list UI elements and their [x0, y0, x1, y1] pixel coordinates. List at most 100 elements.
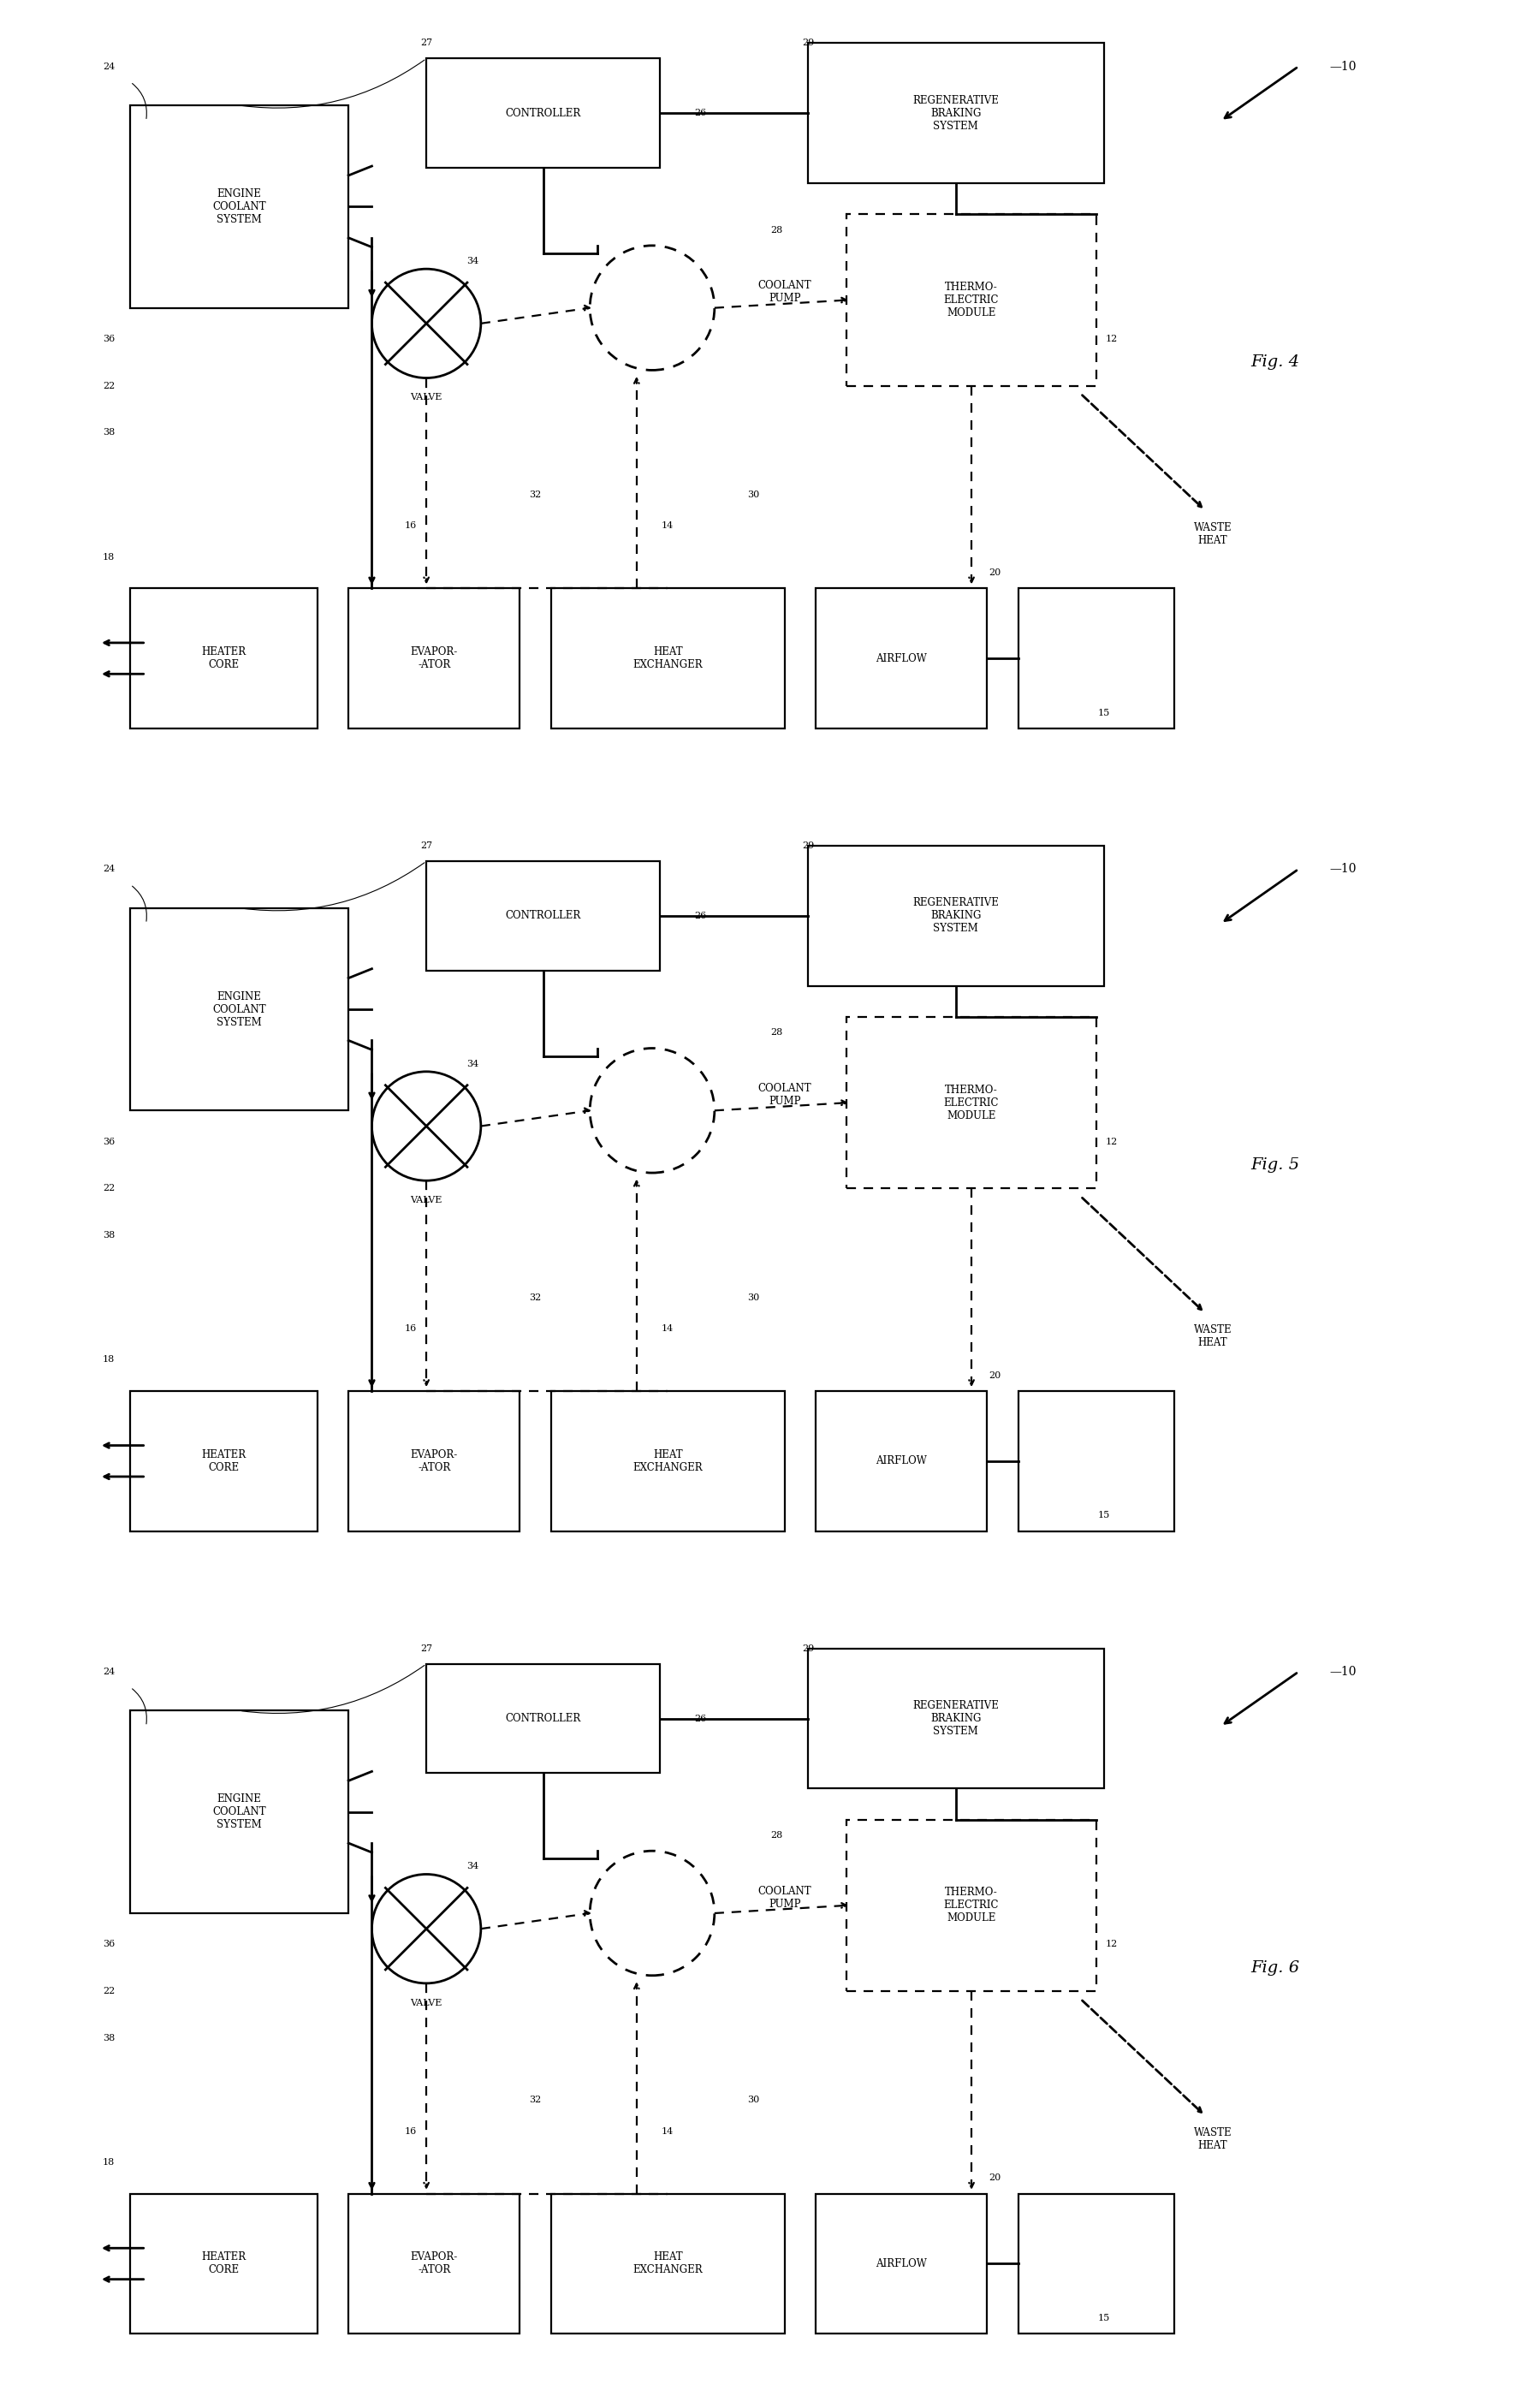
- Text: VALVE: VALVE: [411, 1197, 443, 1204]
- Text: 18: 18: [103, 2158, 115, 2167]
- Bar: [807, 1649, 1104, 1789]
- Bar: [131, 588, 317, 730]
- Text: COOLANT
PUMP: COOLANT PUMP: [758, 1885, 812, 1910]
- Text: COOLANT
PUMP: COOLANT PUMP: [758, 1084, 812, 1108]
- Text: —10: —10: [1330, 60, 1357, 72]
- Bar: [815, 588, 987, 730]
- Text: 30: 30: [747, 491, 760, 498]
- Text: HEATER
CORE: HEATER CORE: [201, 645, 246, 669]
- Text: AIRFLOW: AIRFLOW: [875, 1454, 927, 1466]
- Text: HEAT
EXCHANGER: HEAT EXCHANGER: [632, 2251, 703, 2276]
- Text: WASTE
HEAT: WASTE HEAT: [1193, 523, 1232, 547]
- Text: 32: 32: [529, 1293, 541, 1303]
- Bar: [847, 214, 1097, 385]
- Text: 38: 38: [103, 2032, 115, 2042]
- Text: 27: 27: [420, 39, 432, 48]
- Bar: [426, 58, 660, 169]
- Text: 14: 14: [661, 2126, 674, 2136]
- Text: REGENERATIVE
BRAKING
SYSTEM: REGENERATIVE BRAKING SYSTEM: [912, 1700, 1000, 1736]
- Bar: [1018, 1392, 1173, 1531]
- Bar: [349, 1392, 520, 1531]
- Text: VALVE: VALVE: [411, 1999, 443, 2006]
- Text: VALVE: VALVE: [411, 393, 443, 402]
- Text: —10: —10: [1330, 862, 1357, 874]
- Text: WASTE
HEAT: WASTE HEAT: [1193, 2126, 1232, 2150]
- Text: 12: 12: [1106, 335, 1118, 344]
- Text: 20: 20: [989, 1370, 1001, 1380]
- Bar: [349, 2194, 520, 2333]
- Bar: [551, 2194, 784, 2333]
- Text: 16: 16: [404, 523, 417, 530]
- Text: COOLANT
PUMP: COOLANT PUMP: [758, 279, 812, 303]
- Bar: [815, 1392, 987, 1531]
- Text: Fig. 5: Fig. 5: [1250, 1158, 1300, 1173]
- Text: 36: 36: [103, 1941, 115, 1948]
- Text: THERMO-
ELECTRIC
MODULE: THERMO- ELECTRIC MODULE: [944, 1888, 1000, 1924]
- Bar: [131, 908, 349, 1110]
- Text: 38: 38: [103, 429, 115, 436]
- Text: THERMO-
ELECTRIC
MODULE: THERMO- ELECTRIC MODULE: [944, 1084, 1000, 1122]
- Text: EVAPOR-
-ATOR: EVAPOR- -ATOR: [411, 645, 458, 669]
- Text: Fig. 4: Fig. 4: [1250, 354, 1300, 371]
- Bar: [131, 1710, 349, 1914]
- Text: 20: 20: [989, 568, 1001, 578]
- Text: 34: 34: [468, 258, 480, 265]
- Text: 15: 15: [1098, 708, 1110, 718]
- Text: 38: 38: [103, 1230, 115, 1240]
- Text: 20: 20: [989, 2174, 1001, 2182]
- Text: 12: 12: [1106, 1941, 1118, 1948]
- Text: HEATER
CORE: HEATER CORE: [201, 1450, 246, 1474]
- Bar: [426, 1664, 660, 1772]
- Text: 29: 29: [801, 39, 814, 48]
- Bar: [1018, 588, 1173, 730]
- Text: 14: 14: [661, 1324, 674, 1334]
- Text: EVAPOR-
-ATOR: EVAPOR- -ATOR: [411, 2251, 458, 2276]
- Text: ENGINE
COOLANT
SYSTEM: ENGINE COOLANT SYSTEM: [212, 188, 266, 224]
- Bar: [847, 1016, 1097, 1190]
- Text: 12: 12: [1106, 1137, 1118, 1146]
- Text: 15: 15: [1098, 2314, 1110, 2321]
- Text: 26: 26: [695, 1714, 706, 1722]
- Text: 27: 27: [420, 1645, 432, 1652]
- Text: CONTROLLER: CONTROLLER: [506, 108, 581, 118]
- Text: 24: 24: [103, 864, 115, 874]
- Bar: [131, 1392, 317, 1531]
- Text: 15: 15: [1098, 1512, 1110, 1519]
- Text: ENGINE
COOLANT
SYSTEM: ENGINE COOLANT SYSTEM: [212, 1794, 266, 1830]
- Text: 32: 32: [529, 491, 541, 498]
- Text: CONTROLLER: CONTROLLER: [506, 910, 581, 922]
- Bar: [131, 106, 349, 308]
- Text: REGENERATIVE
BRAKING
SYSTEM: REGENERATIVE BRAKING SYSTEM: [912, 898, 1000, 934]
- Text: 18: 18: [103, 1356, 115, 1363]
- Text: 28: 28: [771, 1028, 783, 1038]
- Bar: [131, 2194, 317, 2333]
- Text: —10: —10: [1330, 1666, 1357, 1678]
- Text: 22: 22: [103, 1987, 115, 1996]
- Text: 34: 34: [468, 1861, 480, 1871]
- Text: 27: 27: [420, 840, 432, 850]
- Text: 29: 29: [801, 840, 814, 850]
- Bar: [847, 1820, 1097, 1991]
- Text: 30: 30: [747, 2095, 760, 2105]
- Text: AIRFLOW: AIRFLOW: [875, 653, 927, 665]
- Text: 14: 14: [661, 523, 674, 530]
- Bar: [349, 588, 520, 730]
- Text: EVAPOR-
-ATOR: EVAPOR- -ATOR: [411, 1450, 458, 1474]
- Text: 18: 18: [103, 554, 115, 561]
- Text: WASTE
HEAT: WASTE HEAT: [1193, 1324, 1232, 1348]
- Text: 36: 36: [103, 1137, 115, 1146]
- Text: 16: 16: [404, 1324, 417, 1334]
- Text: REGENERATIVE
BRAKING
SYSTEM: REGENERATIVE BRAKING SYSTEM: [912, 94, 1000, 132]
- Text: CONTROLLER: CONTROLLER: [506, 1712, 581, 1724]
- Text: ENGINE
COOLANT
SYSTEM: ENGINE COOLANT SYSTEM: [212, 990, 266, 1028]
- Text: 26: 26: [695, 913, 706, 920]
- Text: 16: 16: [404, 2126, 417, 2136]
- Text: 24: 24: [103, 63, 115, 70]
- Bar: [551, 588, 784, 730]
- Text: 36: 36: [103, 335, 115, 344]
- Text: 29: 29: [801, 1645, 814, 1652]
- Text: 28: 28: [771, 1830, 783, 1840]
- Text: THERMO-
ELECTRIC
MODULE: THERMO- ELECTRIC MODULE: [944, 282, 1000, 318]
- Text: AIRFLOW: AIRFLOW: [875, 2259, 927, 2268]
- Text: 30: 30: [747, 1293, 760, 1303]
